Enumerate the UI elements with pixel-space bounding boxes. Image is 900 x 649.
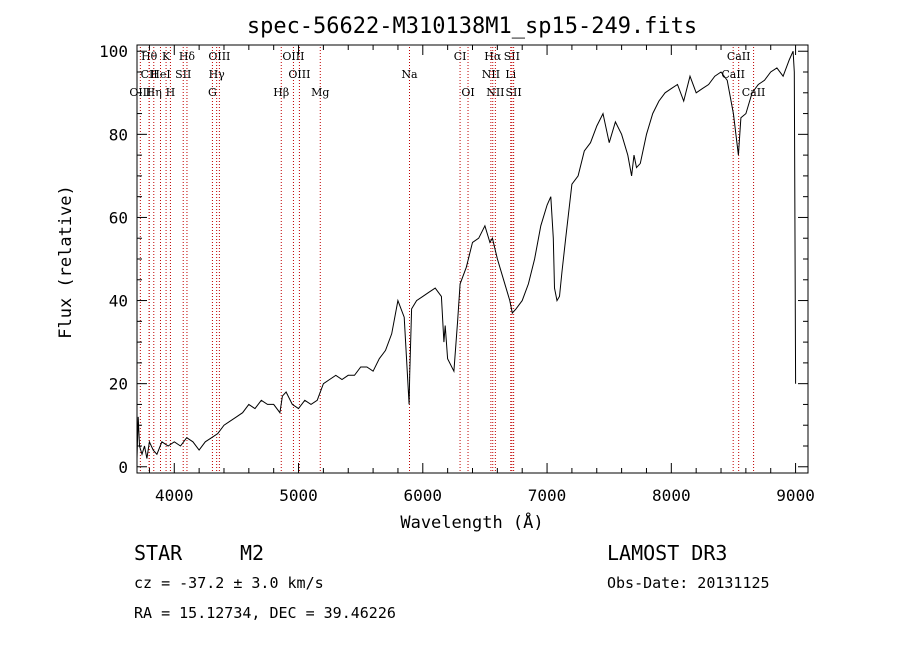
emission-line-label: CaII	[721, 68, 745, 81]
emission-line-label: NII	[486, 86, 504, 99]
emission-line-label: K	[162, 50, 171, 63]
y-tick-label: 80	[109, 125, 128, 144]
obs-date: Obs-Date: 20131125	[607, 574, 770, 592]
y-tick-label: 0	[118, 458, 128, 477]
coordinates: RA = 15.12734, DEC = 39.46226	[134, 604, 396, 622]
emission-line-label: SII	[504, 50, 520, 63]
axes: 4000 5000 6000 7000 8000 9000 0 20 40 60 80 100	[99, 42, 815, 505]
emission-line-label: Li	[505, 68, 516, 81]
emission-line-label: Na	[401, 68, 418, 81]
emission-line-label: SII	[175, 68, 191, 81]
survey-name: LAMOST DR3	[607, 541, 728, 565]
x-tick-label: 8000	[652, 486, 691, 505]
emission-line-label: G	[208, 86, 217, 99]
plot-frame	[136, 44, 809, 474]
emission-line-label: OIII	[288, 68, 310, 81]
y-tick-label: 60	[109, 208, 128, 227]
emission-line-label: Hα	[484, 50, 502, 63]
chart-title: spec-56622-M310138M1_sp15-249.fits	[247, 14, 697, 39]
emission-line-label: NII	[482, 68, 500, 81]
emission-line-label: Hδ	[179, 50, 196, 63]
emission-line-label: Mg	[311, 86, 329, 99]
x-tick-label: 7000	[528, 486, 567, 505]
x-tick-label: 4000	[155, 486, 194, 505]
y-tick-label: 100	[99, 42, 128, 61]
emission-line-label: Hη	[146, 86, 162, 99]
emission-line-label: H	[166, 86, 176, 99]
object-class: STAR	[134, 541, 183, 565]
emission-line-label: OIII	[208, 50, 230, 63]
x-tick-label: 6000	[404, 486, 443, 505]
object-subclass: M2	[240, 541, 265, 565]
emission-line-label: SII	[506, 86, 522, 99]
emission-line-label: Hβ	[273, 86, 289, 99]
spectrum-series-line	[136, 50, 797, 459]
x-tick-label: 5000	[279, 486, 318, 505]
emission-line-label: OIII	[282, 50, 304, 63]
y-tick-label: 40	[109, 292, 128, 311]
emission-line-label: CI	[454, 50, 467, 63]
x-axis-label: Wavelength (Å)	[400, 511, 543, 533]
emission-line-label: OI	[461, 86, 474, 99]
emission-line-label: CaII	[727, 50, 751, 63]
y-tick-label: 20	[109, 375, 128, 394]
emission-line-label: Hγ	[209, 68, 226, 81]
emission-line-label: CaII	[742, 86, 766, 99]
redshift-readout: cz = -37.2 ± 3.0 km/s	[134, 574, 324, 592]
x-tick-label: 9000	[776, 486, 815, 505]
y-axis-label: Flux (relative)	[56, 185, 76, 339]
emission-line-label: HeI	[150, 68, 170, 81]
